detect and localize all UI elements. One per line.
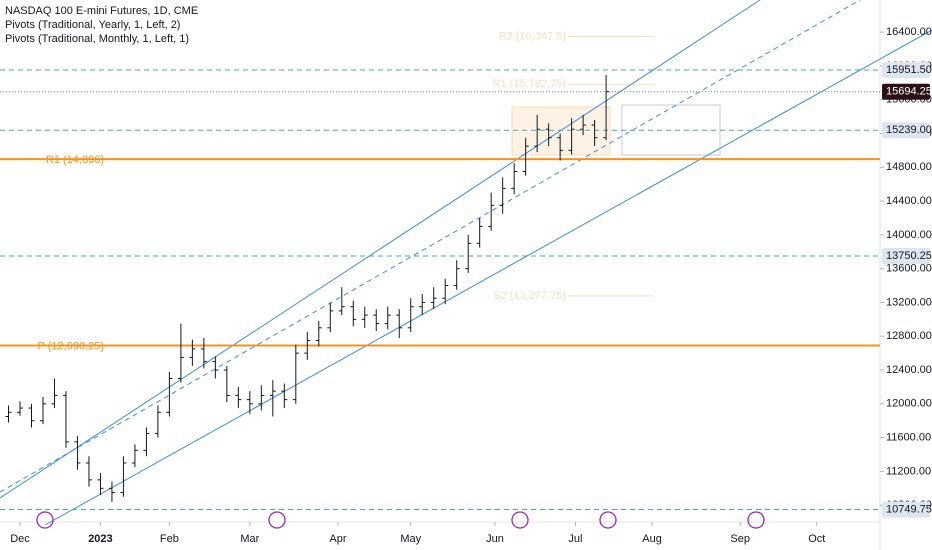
price-label: 10749.75: [886, 503, 932, 515]
y-tick-label: 12400.00: [886, 364, 932, 376]
price-label-bg: [882, 247, 930, 264]
y-tick-label: 11600.00: [886, 432, 931, 444]
event-icons: [36, 511, 765, 529]
price-label: 15694.25: [886, 86, 932, 98]
x-tick-label: Apr: [329, 533, 346, 545]
x-tick-label: May: [400, 533, 421, 545]
price-label-bg: [882, 501, 930, 518]
event-icon: [36, 511, 54, 529]
y-tick-label: 12800.00: [886, 330, 932, 342]
legend-indicator: Pivots (Traditional, Monthly, 1, Left, 1…: [5, 33, 189, 45]
legend-indicator: Pivots (Traditional, Yearly, 1, Left, 2): [5, 19, 180, 31]
y-tick-label: 14000.00: [886, 229, 932, 241]
plot: 10800.0011200.0011600.0012000.0012400.00…: [0, 26, 932, 545]
price-label: 13750.25: [886, 250, 932, 262]
monthly-pivot-label: R1 (15,782.75): [493, 78, 566, 90]
y-tick-label: 13600.00: [886, 263, 932, 275]
event-icon: [511, 511, 529, 529]
pivot-label: R1 (14,896): [46, 154, 104, 166]
channel-lower: [44, 29, 932, 526]
y-tick-label: 12000.00: [886, 398, 932, 410]
range-box: [511, 106, 611, 156]
monthly-pivot-label: R2 (16,347.5): [499, 30, 566, 42]
y-tick-label: 14400.00: [886, 195, 932, 207]
pivot-label: P (12,690.25): [38, 340, 104, 352]
y-tick-label: 16400.00: [886, 26, 932, 38]
event-icon: [747, 511, 765, 529]
x-tick-label: Aug: [642, 533, 662, 545]
x-tick-label: Dec: [10, 533, 30, 545]
price-label: 15951.50: [886, 64, 932, 76]
price-label-bg: [882, 83, 930, 100]
event-icon: [599, 511, 617, 529]
channel-middle: [0, 0, 861, 493]
x-tick-label: Sep: [730, 533, 750, 545]
channel-upper: [0, 0, 761, 499]
price-label-bg: [882, 61, 930, 78]
y-tick-label: 14800.00: [886, 161, 932, 173]
price-label: 15239.00: [886, 124, 932, 136]
y-tick-label: 11200.00: [886, 465, 931, 477]
y-tick-label: 13200.00: [886, 296, 932, 308]
x-tick-label: Mar: [240, 533, 259, 545]
x-tick-label: Oct: [808, 533, 825, 545]
x-tick-label: Feb: [160, 533, 179, 545]
x-tick-label: 2023: [88, 533, 112, 545]
monthly-pivot-label: S2 (13,277.75): [493, 290, 566, 302]
x-tick-label: Jun: [486, 533, 504, 545]
price-label-bg: [882, 122, 930, 139]
event-icon: [268, 511, 286, 529]
legend-title: NASDAQ 100 E-mini Futures, 1D, CME: [5, 5, 198, 17]
x-tick-label: Jul: [568, 533, 582, 545]
